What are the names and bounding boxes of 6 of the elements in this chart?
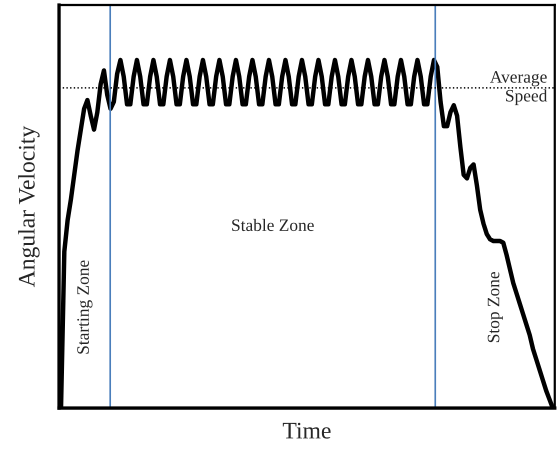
annotation: Stable Zone [232, 218, 314, 232]
annotation: Starting Zone [77, 260, 92, 354]
y-axis-title: Angular Velocity [18, 126, 40, 288]
annotation: Stop Zone [488, 272, 503, 342]
ref-line-label: Average Speed [490, 71, 548, 106]
x-axis-title: Time [282, 422, 331, 439]
